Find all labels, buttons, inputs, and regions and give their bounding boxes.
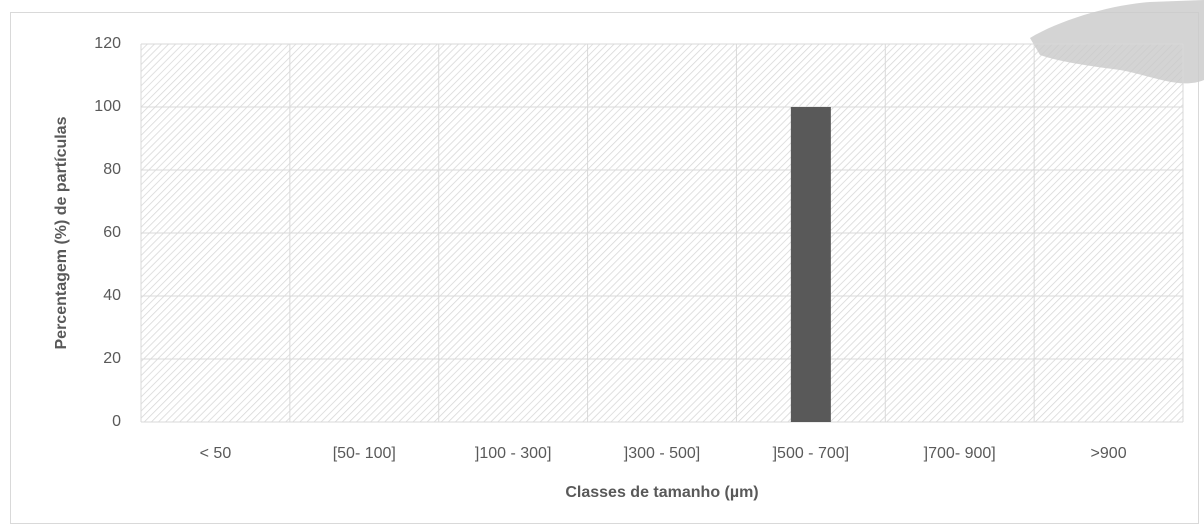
x-tick-label: ]500 - 700] bbox=[773, 445, 850, 462]
x-tick-label: >900 bbox=[1091, 445, 1127, 462]
y-tick-label: 60 bbox=[103, 224, 121, 241]
x-tick-label: [50- 100] bbox=[333, 445, 396, 462]
x-tick-label: ]700- 900] bbox=[924, 445, 996, 462]
x-tick-label: ]300 - 500] bbox=[624, 445, 701, 462]
y-tick-label: 80 bbox=[103, 161, 121, 178]
y-axis-title: Percentagem (%) de partículas bbox=[53, 116, 70, 349]
x-tick-label: < 50 bbox=[200, 445, 232, 462]
bar bbox=[790, 107, 831, 422]
x-tick-label: ]100 - 300] bbox=[475, 445, 552, 462]
y-tick-label: 100 bbox=[94, 98, 121, 115]
y-tick-label: 40 bbox=[103, 287, 121, 304]
y-tick-label: 20 bbox=[103, 350, 121, 367]
y-tick-label: 120 bbox=[94, 35, 121, 52]
photo-fragment bbox=[1030, 0, 1204, 84]
x-axis-title: Classes de tamanho (µm) bbox=[565, 484, 758, 501]
y-tick-label: 0 bbox=[112, 413, 121, 430]
